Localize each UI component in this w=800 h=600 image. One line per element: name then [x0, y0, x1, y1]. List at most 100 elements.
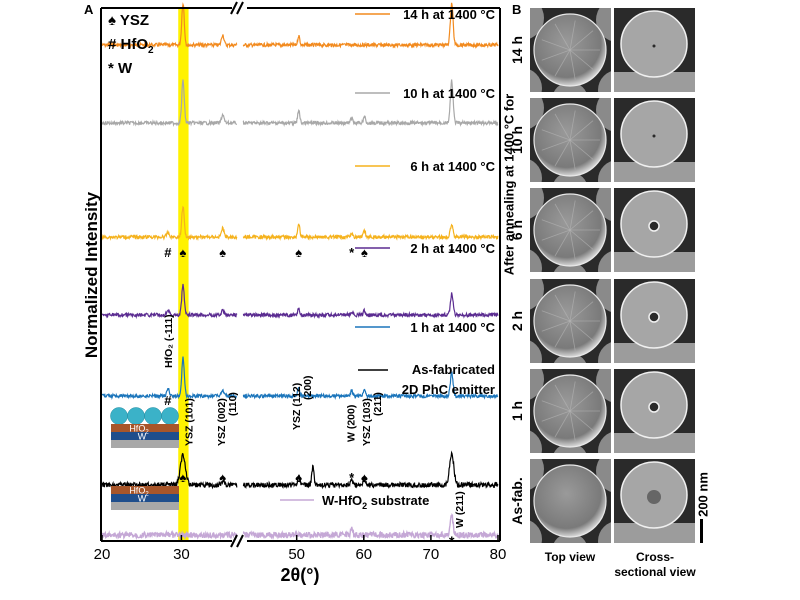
- x-tick-label: 60: [355, 546, 372, 563]
- hfo2-label-sub: 2: [145, 430, 149, 436]
- peak-marker: ♠: [180, 470, 187, 485]
- legend-label: YSZ: [120, 12, 149, 29]
- hfo2-layer: [111, 424, 179, 432]
- sem-row-label: As-fab.: [509, 477, 525, 525]
- legend-symbol: #: [108, 36, 121, 53]
- peak-annotation: YSZ (112): [291, 383, 303, 430]
- sem-cross-section-5: [614, 369, 695, 453]
- hfo2-label: HfO2: [129, 424, 149, 436]
- sem-top-view-3: [530, 188, 611, 272]
- peak-marker: *: [349, 245, 355, 260]
- sem-side-caption: After annealing at 1400 °C for: [501, 93, 517, 276]
- x-tick-label: 50: [288, 546, 305, 563]
- xrd-chart: 20 30 50 60 70 80 2θ(°) Normalized Intensity ♠ Y…: [82, 1, 507, 585]
- sem-top-view-2: [530, 98, 611, 182]
- series-line-7-left: [101, 529, 238, 541]
- legend-label: W: [118, 60, 133, 77]
- peak-marker: ♠: [295, 245, 302, 260]
- series-label: 6 h at 1400 °C: [410, 159, 495, 174]
- peak-marker: #: [164, 245, 172, 260]
- symbol-legend-entry: ♠ YSZ: [108, 12, 149, 29]
- series-line-5-left: [101, 356, 237, 401]
- series-line-7-right: [242, 513, 499, 541]
- sem-cross-section-3: [614, 188, 695, 272]
- sem-cross-section-4: [614, 279, 695, 363]
- peak-annotation: W (211): [454, 491, 466, 528]
- series-line-5-right: [242, 371, 499, 401]
- substrate-layer: [111, 440, 179, 448]
- sem-top-view-5: [530, 369, 611, 453]
- panel-a-label: A: [84, 2, 94, 17]
- legend-label: HfO: [121, 36, 149, 53]
- legend-subscript: 2: [148, 45, 154, 56]
- peak-marker: ♠: [295, 470, 302, 485]
- axis-break-mark: [236, 1, 244, 15]
- peak-marker: *: [449, 245, 455, 260]
- highlight-band: [178, 8, 189, 541]
- w-layer: [111, 494, 179, 502]
- series-label: 2 h at 1400 °C: [410, 241, 495, 256]
- sem-top-view-1: [530, 8, 611, 92]
- x-tick-label: 20: [94, 546, 111, 563]
- hfo2-label-text: HfO: [129, 486, 145, 496]
- sem-column-label: Top view: [520, 550, 620, 565]
- series-line-2-left: [101, 79, 238, 128]
- x-tick-label: 70: [423, 546, 440, 563]
- series-label-part: W-HfO: [322, 493, 362, 508]
- sem-top-view-6: [530, 459, 611, 543]
- legend-symbol: ♠: [108, 12, 120, 29]
- w-label: W: [138, 432, 147, 442]
- axis-break-mark: [230, 534, 238, 548]
- scale-bar: [700, 519, 703, 543]
- hfo2-layer: [111, 486, 179, 494]
- series-line-1-right: [242, 2, 499, 49]
- sem-cross-section-2: [614, 98, 695, 182]
- series-label: 2D PhC emitter: [402, 382, 495, 397]
- symbol-legend-entry: * W: [108, 60, 133, 77]
- panel-b-label: B: [512, 2, 522, 17]
- series-line-2-right: [242, 79, 499, 128]
- x-tick-label: 80: [490, 546, 507, 563]
- series-label-part: substrate: [367, 493, 429, 508]
- peak-annotation: (110): [227, 392, 239, 416]
- axis-break-mark: [236, 534, 244, 548]
- sphere-icon: [110, 407, 128, 425]
- substrate-layer: [111, 502, 179, 510]
- peak-annotation: W (200): [345, 405, 357, 442]
- sphere-icon: [144, 407, 162, 425]
- sem-column-label-line: Top view: [544, 550, 596, 564]
- peak-annotation: YSZ (002): [216, 398, 228, 446]
- axis-break-mark: [230, 1, 238, 15]
- series-label: 10 h at 1400 °C: [403, 86, 496, 101]
- hfo2-label-sub: 2: [145, 492, 149, 498]
- sem-column-label-line: Cross-: [635, 550, 674, 564]
- series-line-4-left: [101, 283, 238, 320]
- sem-cross-section-6: [614, 459, 695, 543]
- series-label: As-fabricated: [412, 362, 495, 377]
- sphere-icon: [161, 407, 179, 425]
- peak-annotation: YSZ (101): [184, 398, 196, 446]
- sem-top-view-4: [530, 279, 611, 363]
- peak-annotation: (200): [302, 375, 314, 400]
- hfo2-label-text: HfO: [129, 424, 145, 434]
- legend-symbol: *: [108, 60, 118, 77]
- series-label: 14 h at 1400 °C: [403, 7, 496, 22]
- series-line-6-right: [242, 450, 499, 490]
- peak-marker: ♠: [180, 245, 187, 260]
- peak-marker: *: [349, 470, 355, 485]
- peak-marker: ♠: [219, 470, 226, 485]
- sem-column-label-line: sectional view: [614, 565, 696, 579]
- series-line-4-right: [242, 292, 499, 319]
- symbol-legend-entry: # HfO2: [108, 36, 154, 56]
- peak-annotation: HfO₂ (-111): [163, 314, 175, 368]
- sphere-icon: [127, 407, 145, 425]
- w-label: W: [138, 494, 147, 504]
- hfo2-label: HfO2: [129, 486, 149, 498]
- series-line-3-right: [242, 223, 499, 241]
- w-layer: [111, 432, 179, 440]
- x-tick-label: 30: [173, 546, 190, 563]
- peak-marker: *: [449, 533, 455, 549]
